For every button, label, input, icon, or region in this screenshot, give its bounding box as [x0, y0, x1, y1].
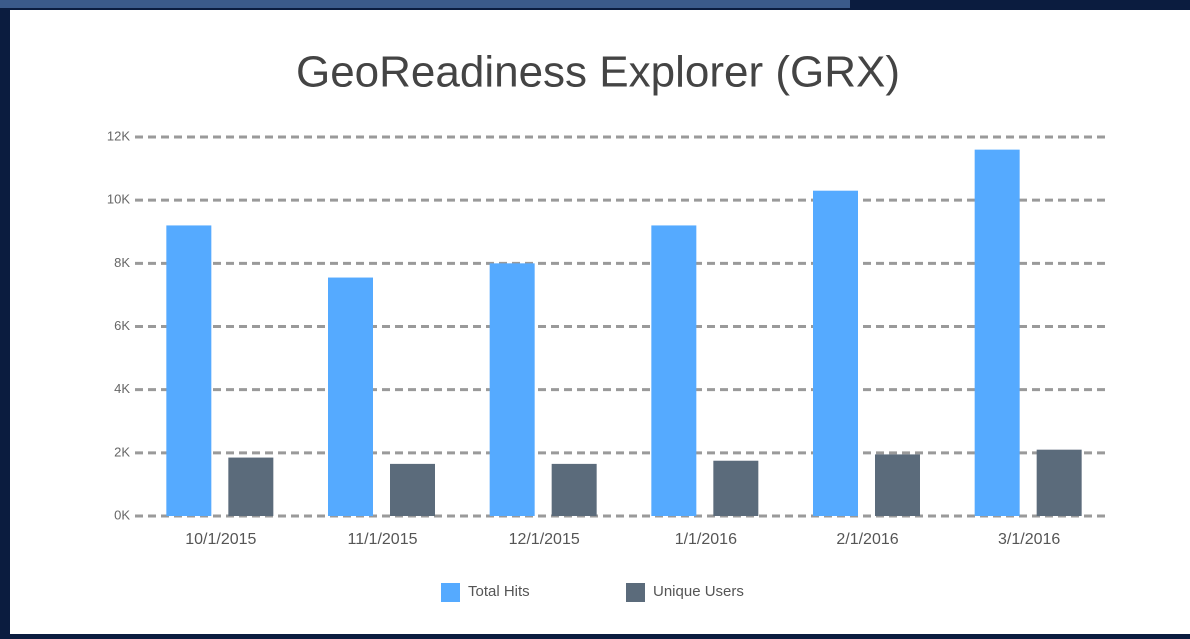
y-tick-label: 4K	[114, 381, 130, 396]
page: GeoReadiness Explorer (GRX) 0K 2K 4K 6K 8K 10…	[0, 0, 1190, 634]
bar	[713, 461, 758, 516]
bar	[490, 263, 535, 516]
top-strip	[0, 0, 850, 8]
y-tick-label: 6K	[114, 318, 130, 333]
legend-swatch	[441, 583, 460, 602]
bar	[228, 458, 273, 516]
y-tick-label: 8K	[114, 255, 130, 270]
y-tick-label: 12K	[107, 128, 130, 143]
bar	[1037, 450, 1082, 516]
legend-swatch	[626, 583, 645, 602]
legend-label: Unique Users	[653, 583, 744, 600]
bar	[875, 454, 920, 516]
x-tick-label: 12/1/2015	[509, 531, 580, 548]
y-tick-label: 0K	[114, 507, 130, 522]
x-tick-label: 3/1/2016	[998, 531, 1060, 548]
x-tick-label: 2/1/2016	[836, 531, 898, 548]
bar	[975, 150, 1020, 516]
chart-title: GeoReadiness Explorer (GRX)	[296, 48, 900, 97]
bar	[813, 191, 858, 516]
bar	[390, 464, 435, 516]
x-tick-label: 1/1/2016	[675, 531, 737, 548]
y-tick-label: 2K	[114, 444, 130, 459]
bar	[552, 464, 597, 516]
bar	[166, 225, 211, 516]
chart: GeoReadiness Explorer (GRX) 0K 2K 4K 6K 8K 10…	[0, 0, 1190, 634]
x-tick-label: 10/1/2015	[185, 531, 256, 548]
x-tick-label: 11/1/2015	[348, 531, 418, 548]
bar	[328, 278, 373, 516]
legend-label: Total Hits	[468, 583, 530, 600]
bar	[651, 225, 696, 516]
y-tick-label: 10K	[107, 192, 130, 207]
